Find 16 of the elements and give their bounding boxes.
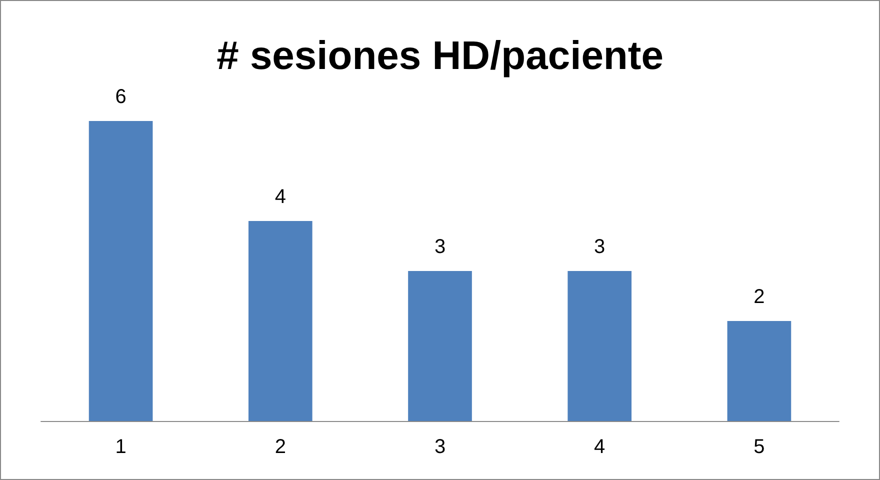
bar	[568, 271, 632, 421]
data-label: 6	[115, 86, 126, 108]
x-tick-label: 1	[115, 436, 126, 458]
x-tick-label: 3	[434, 436, 446, 458]
data-label: 3	[594, 236, 606, 258]
x-tick-label: 5	[754, 436, 765, 458]
bar	[248, 221, 312, 421]
bar	[727, 321, 792, 421]
data-label: 4	[274, 186, 286, 208]
x-tick-label: 4	[594, 436, 606, 458]
bar	[408, 271, 472, 421]
data-label: 2	[754, 286, 765, 308]
x-tick-label: 2	[274, 436, 286, 458]
bar	[88, 121, 153, 421]
chart-title: # sesiones HD/paciente	[216, 34, 664, 78]
data-label: 3	[434, 236, 446, 258]
